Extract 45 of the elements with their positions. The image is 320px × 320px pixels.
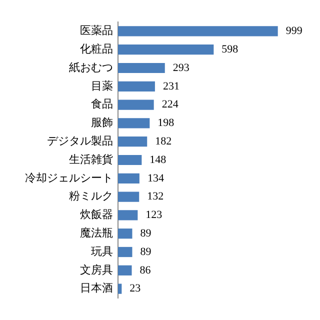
y-tick-label: 生活雑貨 [69, 152, 113, 166]
bar [118, 192, 140, 202]
data-label: 23 [130, 282, 142, 295]
data-label: 134 [147, 172, 164, 184]
y-tick-label: 目薬 [91, 79, 113, 92]
y-tick-label: デジタル製品 [47, 134, 113, 148]
bar [118, 100, 154, 110]
y-tick-label: 食品 [91, 98, 113, 111]
data-label: 123 [146, 209, 163, 222]
y-tick-label: 炊飯器 [80, 208, 113, 222]
bar [118, 284, 122, 294]
data-label: 148 [150, 154, 167, 166]
data-label: 89 [140, 246, 152, 258]
y-tick-label: 玩具 [91, 244, 113, 258]
bar [118, 44, 214, 55]
data-label: 598 [222, 43, 239, 56]
bar [118, 265, 132, 276]
data-label: 224 [162, 98, 179, 111]
bar [118, 154, 142, 166]
bar [118, 81, 155, 92]
y-tick-label: 化粧品 [80, 42, 113, 56]
bar [118, 246, 132, 258]
bar [118, 62, 165, 74]
y-tick-label: 粉ミルク [69, 190, 113, 203]
bar [118, 210, 138, 220]
data-label: 231 [162, 80, 180, 92]
bar [118, 228, 132, 239]
data-label: 132 [147, 190, 164, 203]
bar [118, 136, 148, 147]
y-tick-label: 文房具 [80, 263, 113, 276]
y-tick-label: 魔法瓶 [80, 226, 113, 240]
bar [118, 173, 140, 184]
data-label: 198 [158, 117, 175, 130]
data-label: 182 [155, 135, 172, 148]
data-label: 89 [140, 227, 152, 240]
data-label: 999 [286, 25, 303, 38]
data-label: 86 [140, 264, 152, 276]
y-tick-label: 医薬品 [80, 24, 113, 38]
y-tick-label: 紙おむつ [69, 60, 113, 74]
bar [118, 118, 150, 128]
y-tick-label: 服飾 [91, 116, 113, 130]
y-tick-label: 冷却ジェルシート [25, 171, 113, 184]
y-tick-label: 日本酒 [80, 282, 113, 295]
data-label: 293 [172, 62, 190, 74]
bar [118, 26, 278, 36]
